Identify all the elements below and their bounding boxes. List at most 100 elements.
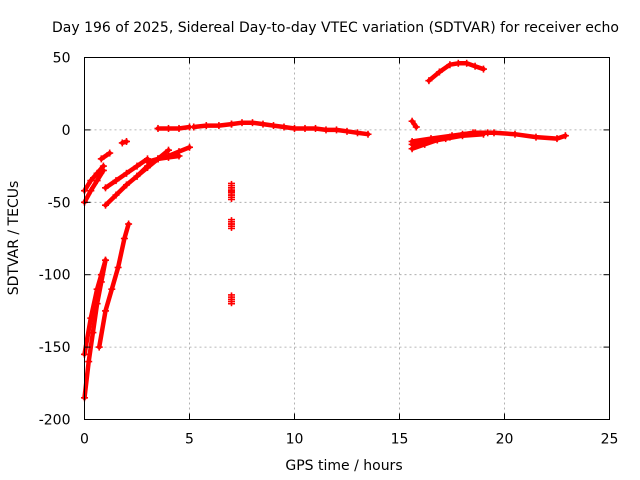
y-tick-label: -200 <box>39 413 71 429</box>
data-point <box>312 124 319 132</box>
grid-layer <box>84 57 610 420</box>
data-point <box>343 127 351 135</box>
data-point <box>532 133 540 141</box>
data-point <box>228 225 235 231</box>
data-point <box>175 124 183 132</box>
plot-frame <box>84 57 610 420</box>
data-point <box>270 122 277 130</box>
data-point <box>280 123 288 131</box>
data-point <box>114 263 122 271</box>
data-point <box>480 130 487 138</box>
data-point <box>112 177 120 185</box>
data-series <box>425 59 487 85</box>
data-point <box>511 130 519 138</box>
data-point <box>202 122 210 130</box>
data-series <box>118 137 130 147</box>
data-point <box>408 140 416 148</box>
data-series <box>81 256 109 358</box>
data-point <box>561 132 569 140</box>
data-point <box>144 158 151 166</box>
data-series <box>228 119 372 138</box>
x-tick-label: 0 <box>80 432 89 448</box>
data-point <box>228 120 235 128</box>
data-point <box>87 177 95 185</box>
y-tick-label: -150 <box>39 340 71 356</box>
data-point <box>259 120 267 128</box>
data-series <box>95 220 133 351</box>
series-track <box>96 221 131 350</box>
data-point <box>412 123 420 131</box>
y-axis-label: SDTVAR / TECUs <box>6 181 22 296</box>
data-point <box>165 153 172 161</box>
data-point <box>425 77 433 85</box>
series-track <box>155 124 192 131</box>
x-tick-label: 20 <box>496 432 514 448</box>
data-point <box>102 256 109 264</box>
y-tick-label: -50 <box>48 195 71 211</box>
data-point <box>123 169 130 177</box>
x-tick-label: 10 <box>286 432 304 448</box>
data-point <box>463 59 471 67</box>
data-point <box>364 130 372 138</box>
data-point <box>85 358 93 366</box>
x-tick-label: 15 <box>391 432 409 448</box>
data-point <box>459 132 466 140</box>
data-point <box>97 155 105 163</box>
data-series <box>408 130 487 148</box>
data-point <box>123 181 130 189</box>
data-point <box>322 126 330 134</box>
data-point <box>165 124 172 132</box>
data-point <box>186 143 193 151</box>
data-point <box>93 285 101 293</box>
data-point <box>99 162 107 170</box>
y-tick-label: -100 <box>39 268 71 284</box>
data-point <box>154 124 162 132</box>
data-point <box>480 65 487 73</box>
data-point <box>89 329 97 337</box>
tick-layer: 0 5 10 15 20 25 -200 -150 -100 -50 0 50 <box>39 51 619 448</box>
y-tick-label: 50 <box>53 51 71 67</box>
data-series <box>408 117 420 131</box>
series-track <box>82 163 106 193</box>
data-point <box>125 220 133 228</box>
x-tick-label: 5 <box>185 432 194 448</box>
data-series <box>81 256 109 402</box>
data-point <box>87 187 95 195</box>
data-point <box>425 137 433 145</box>
data-point <box>354 129 361 137</box>
data-point <box>454 59 462 67</box>
data-point <box>301 124 309 132</box>
series-track <box>99 150 112 162</box>
data-point <box>108 285 116 293</box>
data-point <box>133 162 141 170</box>
data-point <box>120 235 128 242</box>
data-point <box>112 191 120 199</box>
data-point <box>106 149 114 157</box>
data-point <box>484 129 492 137</box>
data-point <box>118 139 126 147</box>
data-series <box>228 180 235 307</box>
data-point <box>95 343 103 351</box>
data-point <box>490 129 498 137</box>
x-tick-label: 25 <box>601 432 619 448</box>
data-point <box>333 126 340 134</box>
data-series <box>97 149 114 163</box>
series-track <box>145 153 182 165</box>
data-point <box>228 196 235 202</box>
data-point <box>215 122 223 130</box>
data-point <box>228 301 235 307</box>
y-tick-label: 0 <box>62 123 71 139</box>
data-point <box>553 135 561 143</box>
data-point <box>93 177 101 185</box>
data-point <box>93 169 101 177</box>
data-point <box>87 314 95 322</box>
data-point <box>154 155 162 163</box>
data-point <box>291 124 298 132</box>
data-series <box>154 123 193 132</box>
data-series <box>190 120 235 131</box>
data-series <box>81 166 107 206</box>
data-point <box>102 184 109 192</box>
data-point <box>175 152 183 160</box>
data-point <box>123 137 130 145</box>
